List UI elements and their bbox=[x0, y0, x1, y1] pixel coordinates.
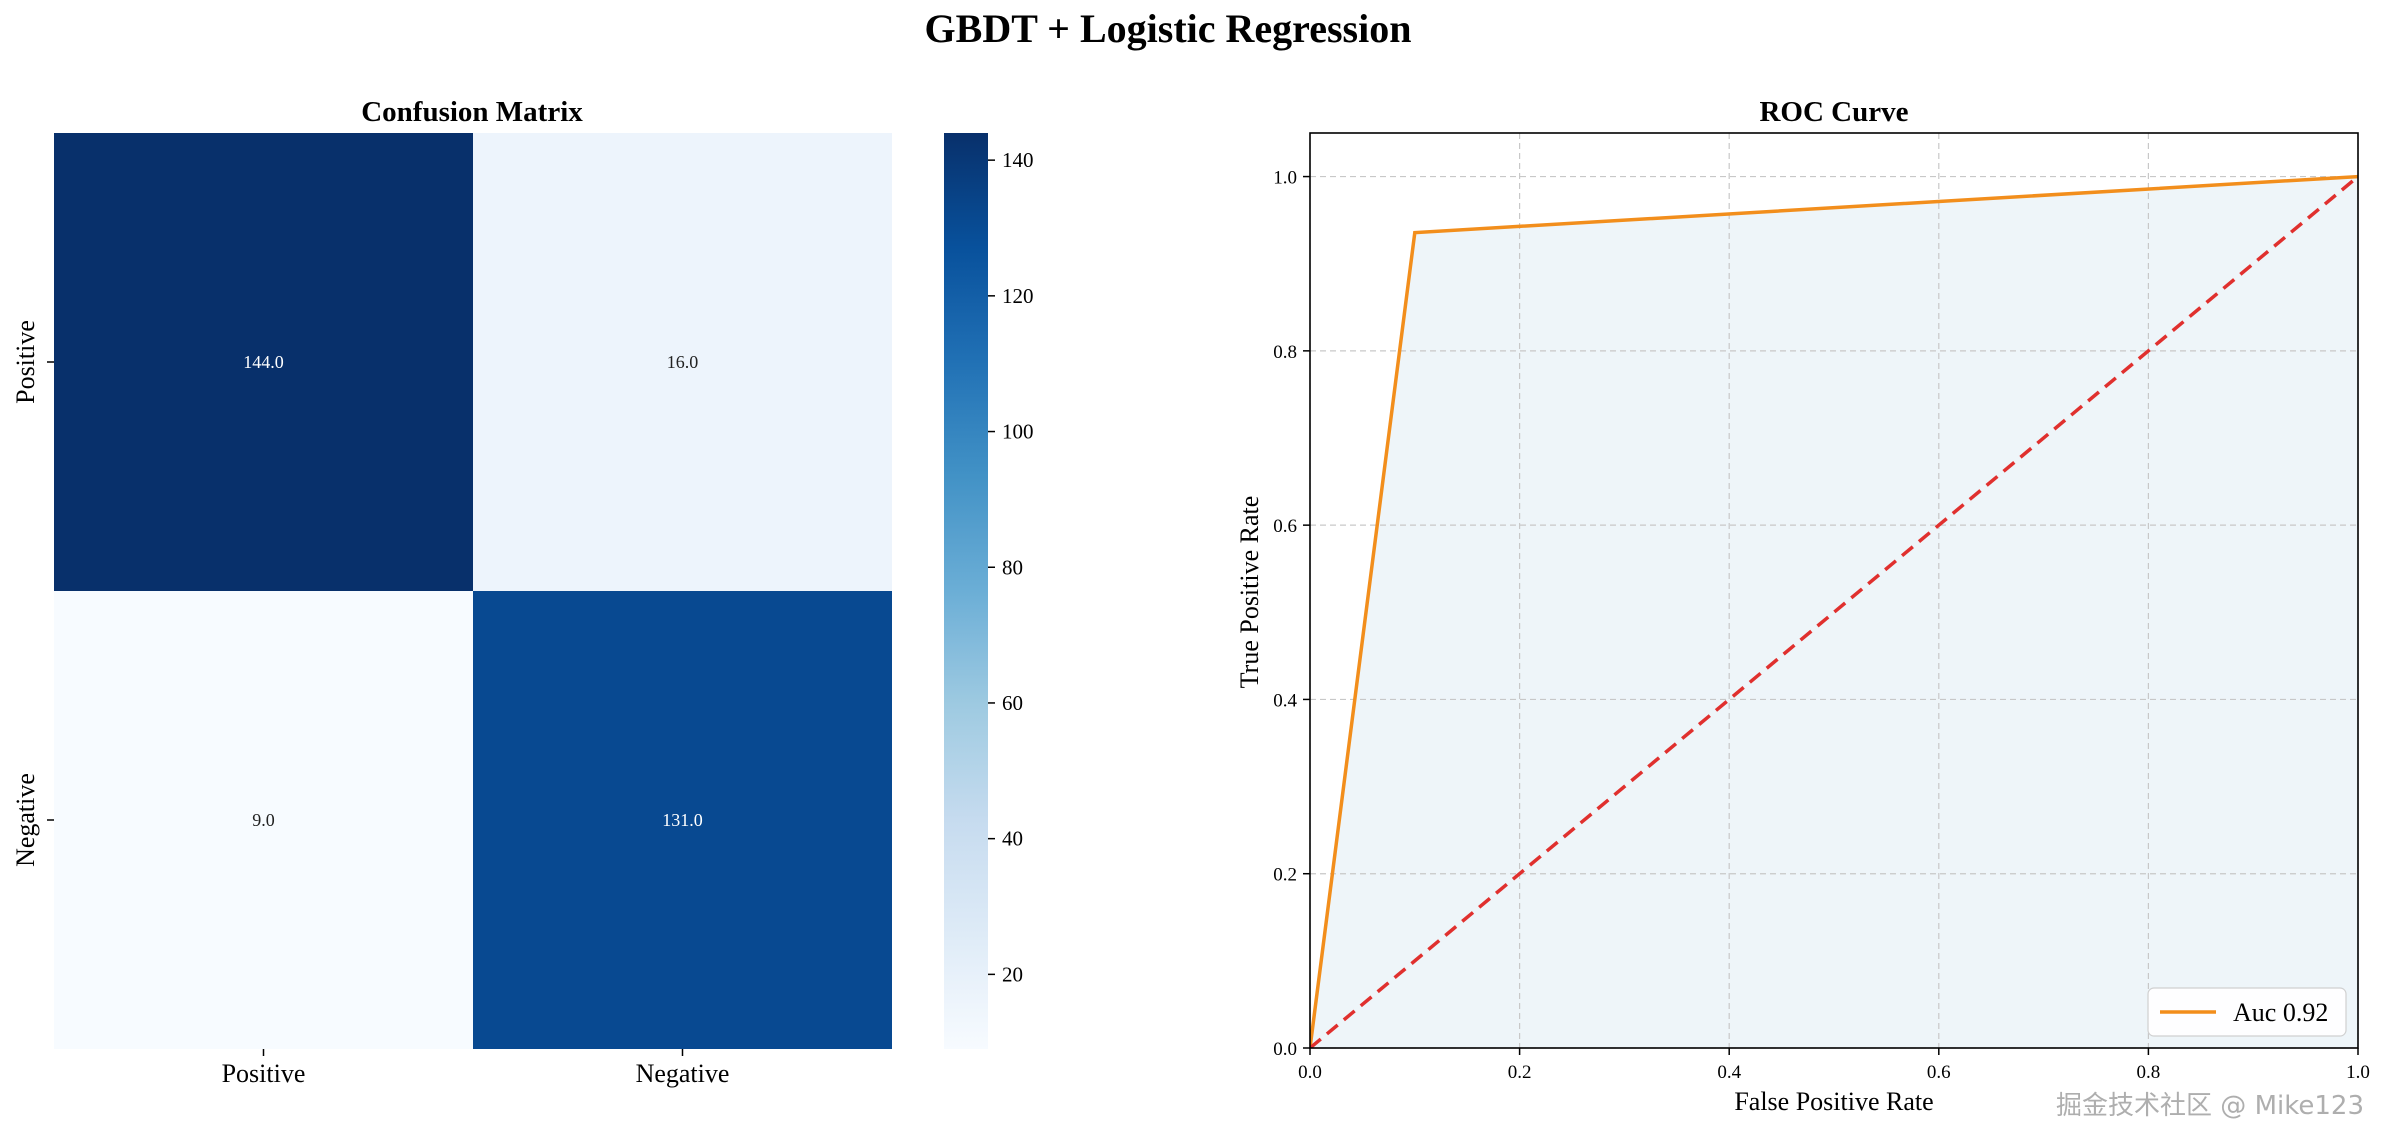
roc-ytick-label: 0.2 bbox=[1273, 865, 1297, 886]
cm-cell bbox=[54, 591, 473, 1049]
cm-cell bbox=[473, 591, 892, 1049]
legend-box bbox=[2147, 987, 2347, 1037]
cm-xtick-label: Negative bbox=[636, 1059, 730, 1088]
cm-cell-label: 144.0 bbox=[243, 352, 284, 372]
roc-xtick-label: 0.8 bbox=[2137, 1062, 2161, 1083]
roc-xlabel: False Positive Rate bbox=[1734, 1087, 1933, 1116]
cm-cell-label: 16.0 bbox=[667, 352, 699, 372]
colorbar-tick-label: 80 bbox=[1002, 555, 1023, 579]
roc-ytick-label: 0.0 bbox=[1273, 1039, 1297, 1060]
colorbar bbox=[944, 133, 988, 1049]
roc-line bbox=[1310, 174, 2358, 1048]
cm-ytick-label: Negative bbox=[11, 773, 40, 867]
colorbar-tick-label: 40 bbox=[1002, 827, 1023, 851]
colorbar-tick-label: 20 bbox=[1002, 962, 1023, 986]
roc-title: ROC Curve bbox=[1759, 96, 1908, 128]
cm-ytick-label: Positive bbox=[11, 320, 40, 404]
roc-ytick-label: 0.6 bbox=[1273, 516, 1297, 537]
roc-xtick-label: 1.0 bbox=[2346, 1062, 2370, 1083]
roc-ytick-label: 0.8 bbox=[1273, 342, 1297, 363]
roc-ytick-label: 0.4 bbox=[1273, 690, 1297, 711]
roc-axes-frame bbox=[1309, 132, 2359, 1049]
colorbar-tick-label: 60 bbox=[1002, 691, 1023, 715]
cm-cell-label: 9.0 bbox=[252, 810, 275, 830]
figure-title: GBDT + Logistic Regression bbox=[925, 6, 1412, 51]
cm-title: Confusion Matrix bbox=[361, 96, 583, 128]
cm-cell-label: 131.0 bbox=[662, 810, 703, 830]
roc-xtick-label: 0.4 bbox=[1717, 1062, 1741, 1083]
legend-label: Auc 0.92 bbox=[2233, 998, 2328, 1027]
colorbar-tick-label: 100 bbox=[1002, 420, 1034, 444]
roc-xtick-label: 0.0 bbox=[1298, 1062, 1322, 1083]
confusion-matrix-chart: Confusion Matrix 144.0 16.0 9.0 131.0 Posit… bbox=[11, 96, 1034, 1088]
cm-xtick-label: Positive bbox=[222, 1059, 306, 1088]
roc-ylabel: True Positive Rate bbox=[1235, 496, 1264, 689]
roc-curve-chart: ROC Curve 0.0 0.2 0.4 0.6 0.8 1.0 0.0 0.2 0.4 0.6… bbox=[1235, 96, 2370, 1116]
cm-cell bbox=[473, 133, 892, 591]
watermark: 掘金技术社区 @ Mike123 bbox=[2056, 1091, 2364, 1121]
roc-xtick-label: 0.2 bbox=[1508, 1062, 1532, 1083]
roc-ytick-label: 1.0 bbox=[1273, 168, 1297, 189]
cm-cell bbox=[54, 133, 473, 591]
colorbar-tick-label: 120 bbox=[1002, 284, 1034, 308]
colorbar-tick-label: 140 bbox=[1002, 148, 1034, 172]
roc-legend: Auc 0.92 bbox=[2147, 987, 2347, 1037]
roc-xtick-label: 0.6 bbox=[1927, 1062, 1951, 1083]
chance-diagonal-line bbox=[1310, 175, 2358, 1048]
